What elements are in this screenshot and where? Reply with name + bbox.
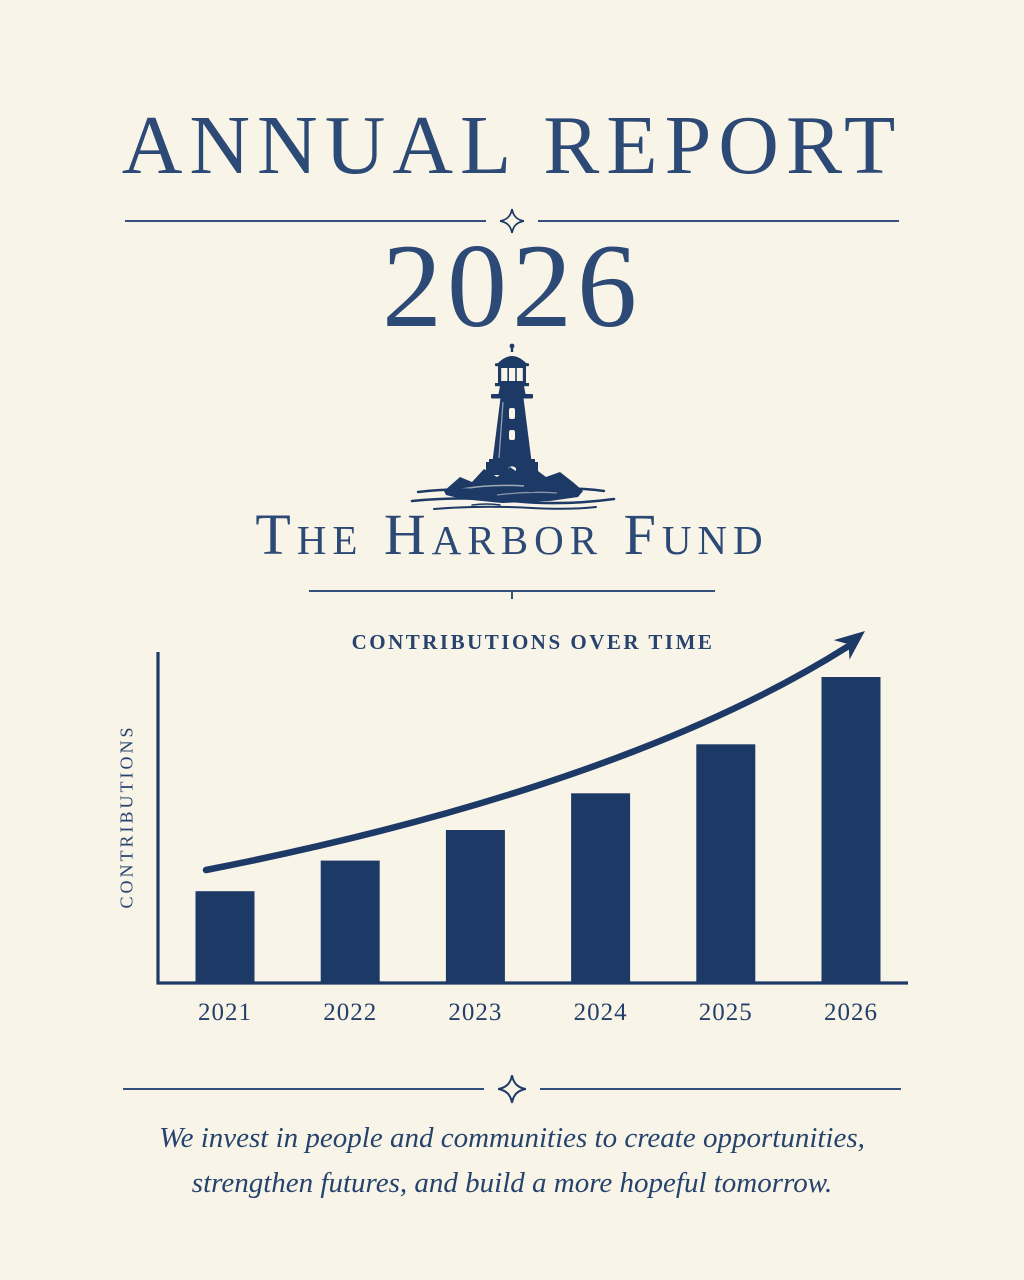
divider-tick	[511, 591, 513, 599]
divider-rule-right	[540, 1088, 901, 1090]
trend-arrowhead-icon	[833, 631, 865, 660]
sparkle-icon	[498, 1075, 526, 1103]
lighthouse-logo	[402, 340, 622, 512]
x-labels-group: 2021 2022 2023 2024 2025 2026	[198, 999, 878, 1026]
bar-2022	[320, 860, 380, 983]
x-tick-label: 2021	[198, 999, 252, 1026]
lighthouse-icon	[410, 343, 616, 510]
x-tick-label: 2026	[824, 999, 878, 1026]
contributions-chart: CONTRIBUTIONS OVER TIME CONTRIBUTIONS 20…	[95, 600, 925, 1055]
bar-2025	[696, 744, 756, 983]
divider-rule-left	[123, 1088, 484, 1090]
divider-rule-right	[538, 220, 899, 222]
header-divider	[0, 206, 1024, 236]
footer-divider	[0, 1074, 1024, 1104]
mission-line-2: strengthen futures, and build a more hop…	[191, 1167, 833, 1199]
chart-title: CONTRIBUTIONS OVER TIME	[351, 630, 715, 654]
mission-statement: We invest in people and communities to c…	[0, 1116, 1024, 1206]
bars-group	[195, 677, 881, 983]
x-tick-label: 2022	[323, 999, 377, 1026]
trend-line	[202, 643, 851, 874]
x-tick-label: 2024	[574, 999, 628, 1026]
report-title: ANNUAL REPORT	[121, 99, 903, 192]
bar-2024	[571, 793, 631, 983]
x-tick-label: 2023	[448, 999, 502, 1026]
chart-canvas: 2021 2022 2023 2024 2025 2026	[156, 631, 908, 1026]
chart-axes	[156, 652, 908, 985]
bar-2026	[821, 677, 881, 983]
org-divider	[309, 590, 715, 599]
bar-2023	[445, 830, 505, 983]
x-tick-label: 2025	[699, 999, 753, 1026]
org-name: The Harbor Fund	[255, 502, 769, 567]
mission-line-1: We invest in people and communities to c…	[159, 1122, 865, 1154]
report-year: 2026	[382, 219, 642, 352]
bar-2021	[195, 891, 255, 983]
sparkle-icon	[499, 208, 525, 234]
divider-rule-left	[125, 220, 486, 222]
